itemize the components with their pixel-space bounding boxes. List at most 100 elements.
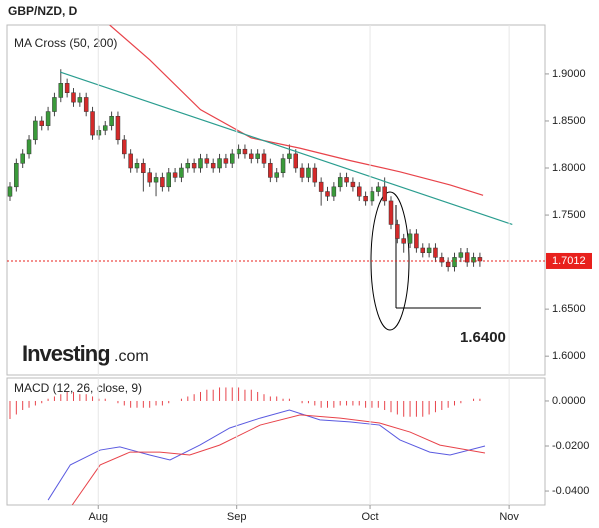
y-tick-label: 1.9000: [552, 68, 586, 80]
candle-body: [77, 97, 83, 103]
candle-body: [128, 153, 133, 169]
candle-body: [420, 247, 426, 253]
candle-body: [433, 247, 438, 258]
candle-body: [350, 181, 356, 188]
moving-average: [109, 25, 484, 196]
candle-body: [407, 233, 413, 244]
macd-plot: [9, 387, 486, 505]
candle-body: [325, 191, 330, 197]
candle-body: [26, 139, 32, 155]
macd-line: [71, 414, 486, 505]
panel-label: MA Cross (50, 200): [14, 36, 117, 50]
candle-body: [198, 158, 203, 169]
candle-body: [102, 125, 108, 131]
macd-line: [47, 409, 486, 501]
watermark-suffix: .com: [114, 348, 149, 365]
candle-body: [376, 186, 381, 192]
macd-panel-frame: [6, 377, 546, 506]
candle-body: [287, 153, 292, 159]
candle-body: [280, 158, 286, 173]
x-tick-label: Aug: [88, 511, 108, 523]
watermark: Investing: [22, 341, 110, 366]
candle-body: [344, 177, 349, 183]
candle-body: [217, 158, 222, 169]
candle-body: [414, 233, 419, 249]
y-tick-label: -0.0200: [552, 440, 589, 452]
chart-title: GBP/NZD, D: [8, 4, 78, 18]
candle-body: [331, 186, 337, 197]
candle-body: [90, 111, 95, 136]
candle-body: [153, 177, 159, 183]
candle-body: [452, 257, 457, 268]
candle-body: [83, 97, 89, 112]
panel-label: MACD (12, 26, close, 9): [14, 381, 142, 395]
candle-body: [337, 177, 343, 188]
trend-line: [59, 71, 513, 226]
candle-body: [318, 181, 324, 192]
candle-body: [7, 186, 13, 197]
candle-body: [122, 139, 127, 155]
candle-body: [471, 257, 476, 263]
last-price-label: 1.7012: [552, 255, 586, 267]
candle-body: [306, 167, 311, 178]
y-tick-label: 0.0000: [552, 395, 586, 407]
candle-body: [115, 116, 121, 141]
candle-body: [382, 186, 387, 202]
candle-body: [166, 172, 171, 188]
candle-body: [172, 172, 178, 178]
candle-body: [185, 163, 191, 169]
price-panel-frame: [6, 24, 546, 376]
candle-body: [223, 158, 229, 164]
candle-body: [58, 83, 64, 98]
y-tick-label: 1.8000: [552, 162, 586, 174]
y-tick-label: 1.8500: [552, 115, 586, 127]
candle-body: [445, 261, 451, 268]
candle-body: [274, 172, 279, 178]
candle-body: [14, 163, 19, 188]
candle-body: [229, 153, 235, 164]
candle-body: [477, 257, 483, 262]
candle-body: [39, 120, 44, 126]
y-tick-label: 1.7500: [552, 209, 586, 221]
candle-body: [20, 153, 25, 164]
candle-body: [357, 186, 362, 197]
x-tick-label: Nov: [499, 511, 519, 523]
candle-body: [369, 191, 375, 202]
candle-body: [439, 257, 445, 263]
candle-body: [64, 83, 70, 93]
y-tick-label: 1.6500: [552, 303, 586, 315]
candle-body: [236, 148, 241, 155]
candle-body: [458, 252, 464, 258]
candle-body: [299, 167, 305, 178]
candle-body: [268, 163, 273, 178]
x-tick-label: Sep: [227, 511, 247, 523]
candle-body: [191, 163, 197, 169]
candle-body: [261, 153, 267, 164]
candle-body: [242, 148, 248, 155]
price-plot: [7, 25, 545, 272]
y-tick-label: -0.0400: [552, 485, 589, 497]
candle-body: [45, 111, 51, 126]
candle-body: [249, 153, 254, 159]
candle-body: [141, 163, 146, 173]
candle-body: [71, 92, 76, 103]
candle-body: [33, 120, 38, 141]
annotation-text: 1.6400: [460, 329, 506, 346]
candle-body: [464, 252, 470, 263]
candle-body: [395, 224, 400, 239]
candle-body: [96, 130, 102, 136]
candle-body: [52, 97, 57, 112]
candle-body: [293, 153, 298, 169]
candle-body: [388, 200, 394, 225]
candle-body: [312, 167, 318, 183]
candle-body: [179, 167, 184, 178]
candle-body: [147, 172, 152, 183]
candle-body: [255, 153, 260, 159]
candle-body: [210, 163, 216, 169]
candle-body: [401, 238, 406, 244]
candle-body: [109, 116, 114, 126]
candle-body: [134, 163, 140, 169]
y-tick-label: 1.6000: [552, 350, 586, 362]
